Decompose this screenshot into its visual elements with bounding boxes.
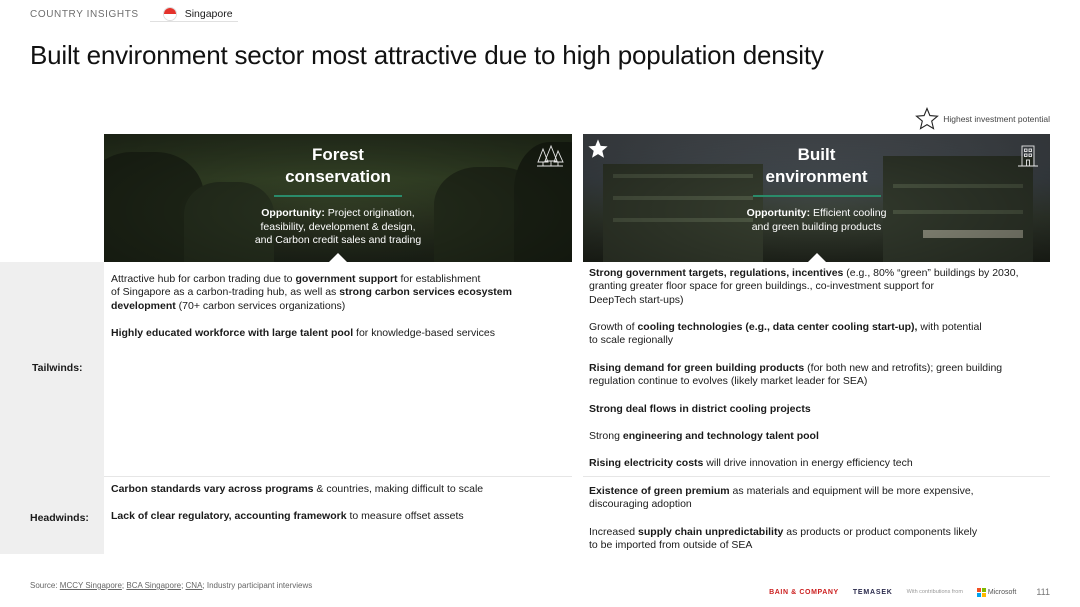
forest-icon — [537, 144, 564, 167]
tailwinds-label: Tailwinds: — [32, 362, 83, 374]
bain-logo: BAIN & COMPANY — [769, 588, 839, 596]
built-environment-header: Built environment Opportunity: Efficient… — [583, 134, 1050, 262]
legend: Highest investment potential — [915, 107, 1050, 131]
built-tailwind-item: Rising electricity costs will drive inno… — [589, 457, 913, 469]
footer: BAIN & COMPANY TEMASEK With contribution… — [769, 587, 1050, 597]
section-label: COUNTRY INSIGHTS — [30, 8, 139, 20]
forest-headwind-item: Lack of clear regulatory, accounting fra… — [111, 510, 464, 522]
built-tailwind-item: Strong government targets, regulations, … — [589, 267, 1019, 306]
building-icon — [1018, 145, 1038, 167]
microsoft-icon — [976, 587, 986, 597]
built-title: Built environment — [765, 145, 868, 186]
microsoft-logo: Microsoft — [976, 587, 1016, 597]
forest-headwind-item: Carbon standards vary across programs & … — [111, 483, 484, 495]
country-label: Singapore — [184, 8, 233, 20]
contributions-text: With contributions from — [906, 589, 963, 595]
built-title-rule — [752, 195, 881, 197]
forest-title-rule — [274, 195, 402, 197]
built-tailwind-item: Growth of cooling technologies (e.g., da… — [589, 321, 982, 347]
built-headwind-item: Existence of green premium as materials … — [589, 485, 974, 511]
source-link-bca[interactable]: BCA Singapore — [126, 581, 182, 590]
forest-tailwind-item: Attractive hub for carbon trading due to… — [111, 273, 512, 312]
temasek-logo: TEMASEK — [852, 588, 893, 596]
built-header-notch — [807, 253, 826, 262]
page-title: Built environment sector most attractive… — [30, 40, 824, 70]
forest-opportunity: Opportunity: Project origination, feasib… — [254, 207, 422, 246]
page-number: 111 — [1036, 587, 1050, 597]
forest-row-divider — [104, 476, 572, 477]
headwinds-label: Headwinds: — [30, 512, 89, 524]
built-tailwind-item: Strong engineering and technology talent… — [589, 430, 819, 442]
row-label-strip — [0, 262, 104, 554]
forest-tailwind-item: Highly educated workforce with large tal… — [111, 327, 495, 339]
built-row-divider — [583, 476, 1050, 477]
forest-header-notch — [329, 253, 347, 262]
source-link-cna[interactable]: CNA — [185, 581, 203, 590]
forest-conservation-header: Forest conservation Opportunity: Project… — [104, 134, 572, 262]
top-bar: COUNTRY INSIGHTS Singapore — [30, 6, 233, 22]
forest-title: Forest conservation — [285, 145, 391, 186]
built-headwind-item: Increased supply chain unpredictability … — [589, 526, 978, 552]
star-filled-icon — [588, 139, 608, 158]
source-link-mccy[interactable]: MCCY Singapore — [59, 581, 122, 590]
singapore-flag-icon — [162, 7, 177, 21]
built-tailwind-item: Strong deal flows in district cooling pr… — [589, 403, 811, 415]
built-opportunity: Opportunity: Efficient cooling and green… — [746, 207, 887, 233]
source-note: Source: MCCY Singapore; BCA Singapore; C… — [30, 581, 313, 590]
star-outline-icon — [915, 107, 940, 130]
built-tailwind-item: Rising demand for green building product… — [589, 362, 1003, 388]
top-divider — [150, 21, 238, 22]
legend-text: Highest investment potential — [943, 114, 1050, 124]
